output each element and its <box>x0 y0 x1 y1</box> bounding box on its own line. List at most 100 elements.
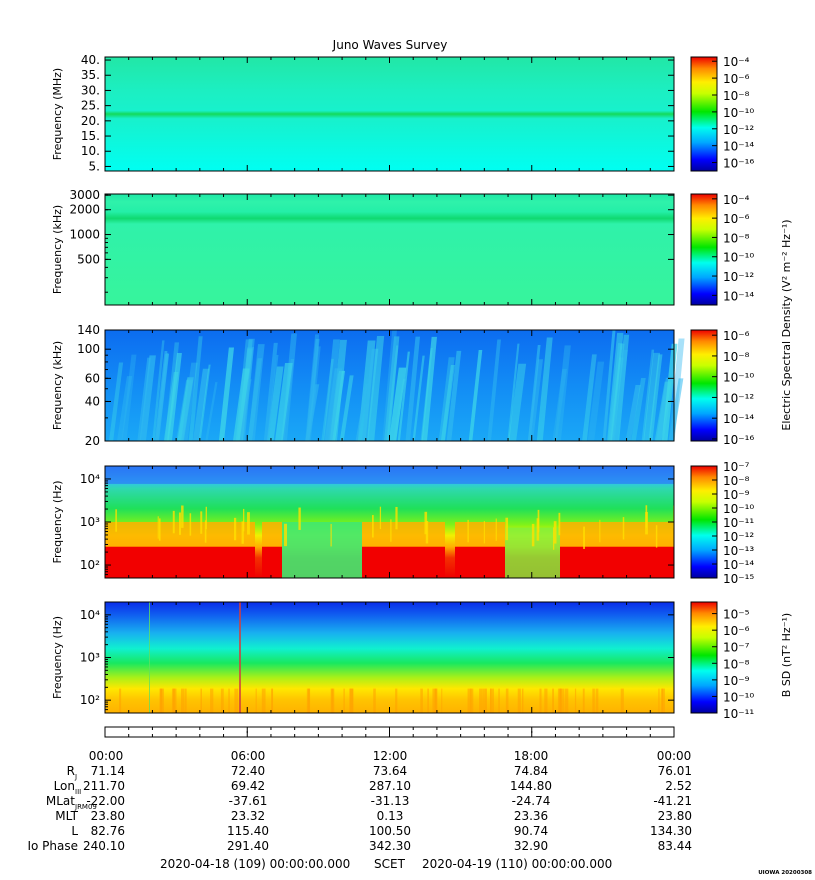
time-tick-label: 12:00 <box>373 749 408 763</box>
ephemeris-value: 342.30 <box>369 839 411 853</box>
colorbar-tick-label: 10⁻⁶ <box>723 624 750 638</box>
emission-streak <box>305 338 320 441</box>
emission-spike <box>645 505 648 528</box>
ephemeris-label: Io Phase <box>27 839 78 853</box>
ephemeris-row: MLat JRM09-22.00 -37.61 -31.13 -24.74 -41.21 <box>46 794 692 811</box>
colorbar-tick-label: 10⁻⁵ <box>723 608 750 622</box>
emission-spike <box>537 509 540 533</box>
emission-spike <box>539 688 542 713</box>
emission-spike <box>531 523 535 547</box>
colorbars: 10⁻⁴ 10⁻⁶ 10⁻⁸ 10⁻¹⁰ 10⁻¹² 10⁻¹⁴ 10⁻¹⁶ 10⁻⁴ 10⁻⁶… <box>690 55 754 721</box>
emission-spike <box>424 511 428 535</box>
time-axis: 00:00 06:00 12:00 18:00 00:00 <box>89 726 691 763</box>
emission-spike <box>261 688 266 713</box>
ephemeris-value: -41.21 <box>653 794 692 808</box>
emission-streak <box>339 375 354 441</box>
ephemeris-value: 2.52 <box>665 779 692 793</box>
emission-streak <box>139 355 156 441</box>
emission-streak <box>421 336 438 441</box>
emission-streak <box>305 384 320 441</box>
emission-spike <box>574 688 577 713</box>
colorbar-tick-label: 10⁻⁸ <box>723 657 750 671</box>
ephemeris-label-subscript: J <box>74 773 77 781</box>
emission-streak <box>587 361 605 441</box>
ephemeris-value: 73.64 <box>373 764 407 778</box>
y-tick-label: 140 <box>77 323 100 337</box>
ephemeris-value: 90.74 <box>514 824 548 838</box>
colorbar-tick-label: 10⁻⁸ <box>723 350 750 364</box>
emission-streak <box>405 336 421 441</box>
emission-band <box>362 522 445 547</box>
emission-band <box>262 546 282 578</box>
emission-spike <box>349 688 354 713</box>
emission-streak <box>554 345 571 441</box>
colorbar-tick-label: 10⁻⁹ <box>723 488 750 502</box>
emission-band <box>560 522 674 547</box>
ephemeris-value: 69.42 <box>231 779 265 793</box>
emission-streak <box>121 354 137 441</box>
panel-khz-low: 140 100 60 40 20 Frequency (kHz) <box>51 323 685 448</box>
emission-spike <box>181 688 185 713</box>
emission-streak <box>468 349 483 441</box>
colorbar-tick-label: 10⁻⁸ <box>723 474 750 488</box>
emission-streak <box>177 377 194 441</box>
y-tick-label: 20 <box>85 434 100 448</box>
ephemeris-value: 72.40 <box>231 764 265 778</box>
emission-spike <box>559 688 562 713</box>
ephemeris-row: MLT 23.80 23.32 0.13 23.36 23.80 <box>55 809 692 823</box>
emission-spike <box>395 688 398 713</box>
emission-spike <box>505 688 509 713</box>
emission-spike <box>432 688 436 713</box>
emission-streak <box>232 368 250 441</box>
emission-streak <box>163 372 179 441</box>
ephemeris-row: R J 71.14 72.40 73.64 74.84 76.01 <box>67 764 692 781</box>
emission-streak <box>266 366 284 441</box>
panel-hz-electric: 10⁴ 10³ 10² Frequency (Hz) <box>51 465 675 579</box>
emission-spike <box>241 521 244 544</box>
emission-spike <box>434 688 437 713</box>
colorbar-khz-low: 10⁻⁶ 10⁻⁸ 10⁻¹⁰ 10⁻¹² 10⁻¹⁴ 10⁻¹⁶ <box>690 329 754 447</box>
emission-spike <box>485 688 487 713</box>
y-tick-label: 500 <box>77 252 100 266</box>
emission-spike <box>498 688 500 713</box>
emission-spike <box>553 527 555 550</box>
ephemeris-row: Io Phase 240.10 291.40 342.30 32.90 83.44 <box>27 839 692 853</box>
emission-spike <box>200 511 203 534</box>
spectrogram-mhz <box>105 57 674 171</box>
figure-title: Juno Waves Survey <box>332 38 448 52</box>
ephemeris-value: 23.80 <box>658 809 692 823</box>
ephemeris-label-subscript: III <box>75 788 81 796</box>
emission-streak <box>527 359 544 441</box>
ephemeris-label: MLat <box>46 794 75 808</box>
ephemeris-value: 144.80 <box>510 779 552 793</box>
emission-streak <box>192 368 210 441</box>
y-axis-label: Frequency (Hz) <box>51 481 64 564</box>
colorbar-mhz: 10⁻⁴ 10⁻⁶ 10⁻⁸ 10⁻¹⁰ 10⁻¹² 10⁻¹⁴ 10⁻¹⁶ <box>690 55 754 172</box>
emission-spike <box>173 688 176 713</box>
emission-spike <box>544 688 548 713</box>
colorbar-tick-label: 10⁻¹⁴ <box>723 140 754 154</box>
colorbar-tick-label: 10⁻¹⁶ <box>723 433 754 447</box>
emission-spike <box>233 517 237 541</box>
emission-spike <box>552 688 554 713</box>
panel-hz-magnetic: 10⁴ 10³ 10² Frequency (Hz) <box>51 601 675 714</box>
emission-spike <box>210 688 214 713</box>
ephemeris-value: 100.50 <box>369 824 411 838</box>
colorbar-hz-electric: 10⁻⁷10⁻⁸10⁻⁹10⁻¹⁰10⁻¹¹10⁻¹²10⁻¹³10⁻¹⁴10⁻… <box>690 460 754 586</box>
colorbar-tick-label: 10⁻¹⁵ <box>723 572 754 586</box>
emission-streak <box>355 383 368 441</box>
y-tick-label: 1000 <box>69 228 100 242</box>
emission-band <box>560 546 674 578</box>
emission-spike <box>379 506 382 530</box>
emission-streak <box>631 377 646 441</box>
colorbar-tick-label: 10⁻¹² <box>723 530 754 544</box>
ephemeris-value: -22.00 <box>86 794 125 808</box>
colorbar-tick-label: 10⁻⁷ <box>723 460 750 474</box>
quiet-region <box>282 522 362 578</box>
emission-spike <box>247 512 250 535</box>
emission-spike <box>561 688 565 713</box>
emission-spike <box>220 688 224 713</box>
ephemeris-value: -31.13 <box>371 794 410 808</box>
